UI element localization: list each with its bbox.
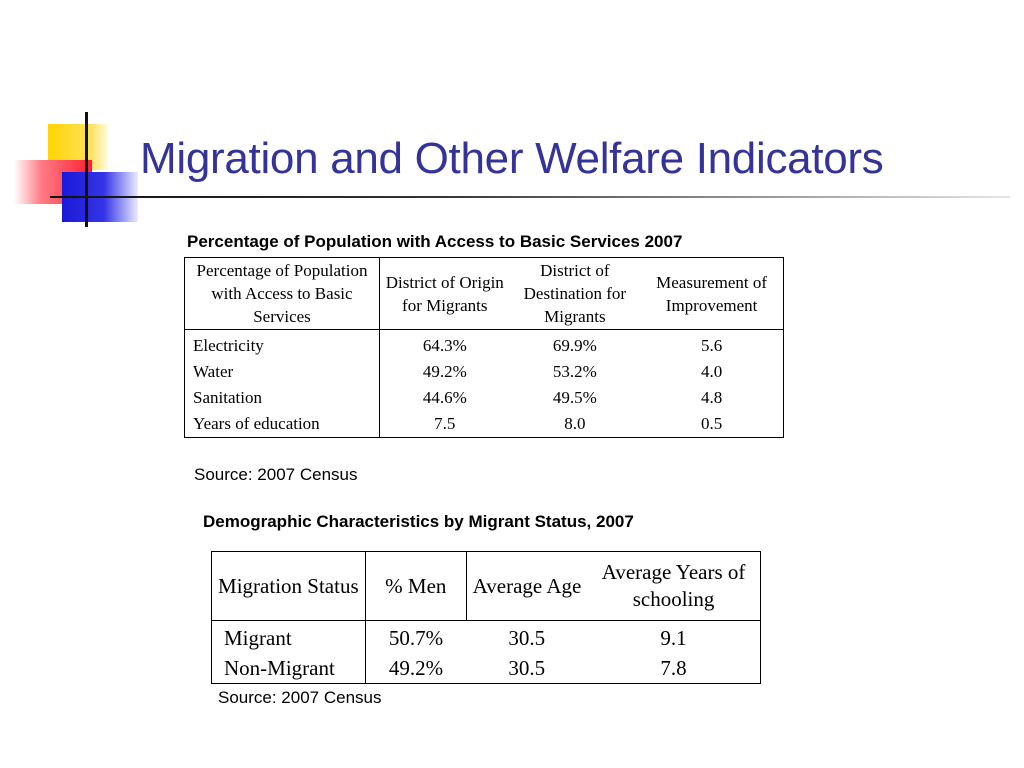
logo-vertical-line [85, 112, 88, 227]
table-row: Water 49.2% 53.2% 4.0 [184, 359, 785, 385]
row-label: Years of education [184, 411, 380, 438]
table-cell: 7.5 [379, 411, 510, 438]
table-header-cell: District of Origin for Migrants [379, 257, 510, 330]
table-cell: 50.7% [388, 626, 444, 650]
table-cell: 44.6% [422, 388, 467, 407]
table-header-cell: Percentage of Population with Access to … [184, 257, 380, 330]
table-cell: 0.5 [640, 411, 785, 438]
row-label: Migrant [211, 620, 366, 653]
table-row: Electricity 64.3% 69.9% 5.6 [184, 329, 785, 359]
table-cell: 4.0 [640, 359, 785, 385]
table-header-row: Percentage of Population with Access to … [184, 257, 785, 330]
row-label: Sanitation [184, 385, 380, 411]
table-header-cell: Average Age [466, 551, 588, 621]
table-cell: 30.5 [508, 626, 546, 650]
table-cell: 8.0 [509, 411, 641, 438]
table-header-cell: Average Years of schooling [587, 551, 762, 621]
table-cell: 64.3% [422, 336, 467, 355]
table-header-cell: Migration Status [211, 551, 366, 621]
table-row: Non-Migrant 49.2% 30.5 7.8 [211, 653, 762, 684]
row-label: Non-Migrant [211, 653, 366, 684]
table-cell: 9.1 [587, 620, 762, 653]
table2-source: Source: 2007 Census [218, 688, 382, 707]
services-access-table: Percentage of Population with Access to … [184, 257, 785, 438]
row-label: Electricity [184, 329, 380, 359]
slide-title: Migration and Other Welfare Indicators [140, 134, 884, 183]
table-cell: 49.2% [422, 362, 467, 381]
table-cell: 5.6 [640, 329, 785, 359]
table-header-cell: District of Destination for Migrants [509, 257, 641, 330]
title-underline [50, 196, 1010, 198]
table-header-cell: Measurement of Improvement [640, 257, 785, 330]
table-row: Sanitation 44.6% 49.5% 4.8 [184, 385, 785, 411]
table2-caption: Demographic Characteristics by Migrant S… [203, 512, 634, 531]
table-header-row: Migration Status % Men Average Age Avera… [211, 551, 762, 621]
table-cell: 49.5% [552, 388, 597, 407]
slide-logo [0, 0, 140, 240]
table-cell: 69.9% [552, 336, 597, 355]
table-cell: 7.8 [587, 653, 762, 684]
table-cell: 30.5 [466, 653, 588, 684]
table-row: Years of education 7.5 8.0 0.5 [184, 411, 785, 438]
table1-caption: Percentage of Population with Access to … [187, 232, 683, 251]
table-cell: 49.2% [365, 653, 467, 684]
table-row: Migrant 50.7% 30.5 9.1 [211, 620, 762, 653]
demographics-table: Migration Status % Men Average Age Avera… [211, 551, 762, 684]
table-cell: 53.2% [552, 362, 597, 381]
table-header-cell: % Men [365, 551, 467, 621]
table-cell: 4.8 [640, 385, 785, 411]
row-label: Water [184, 359, 380, 385]
table1-source: Source: 2007 Census [194, 465, 358, 484]
